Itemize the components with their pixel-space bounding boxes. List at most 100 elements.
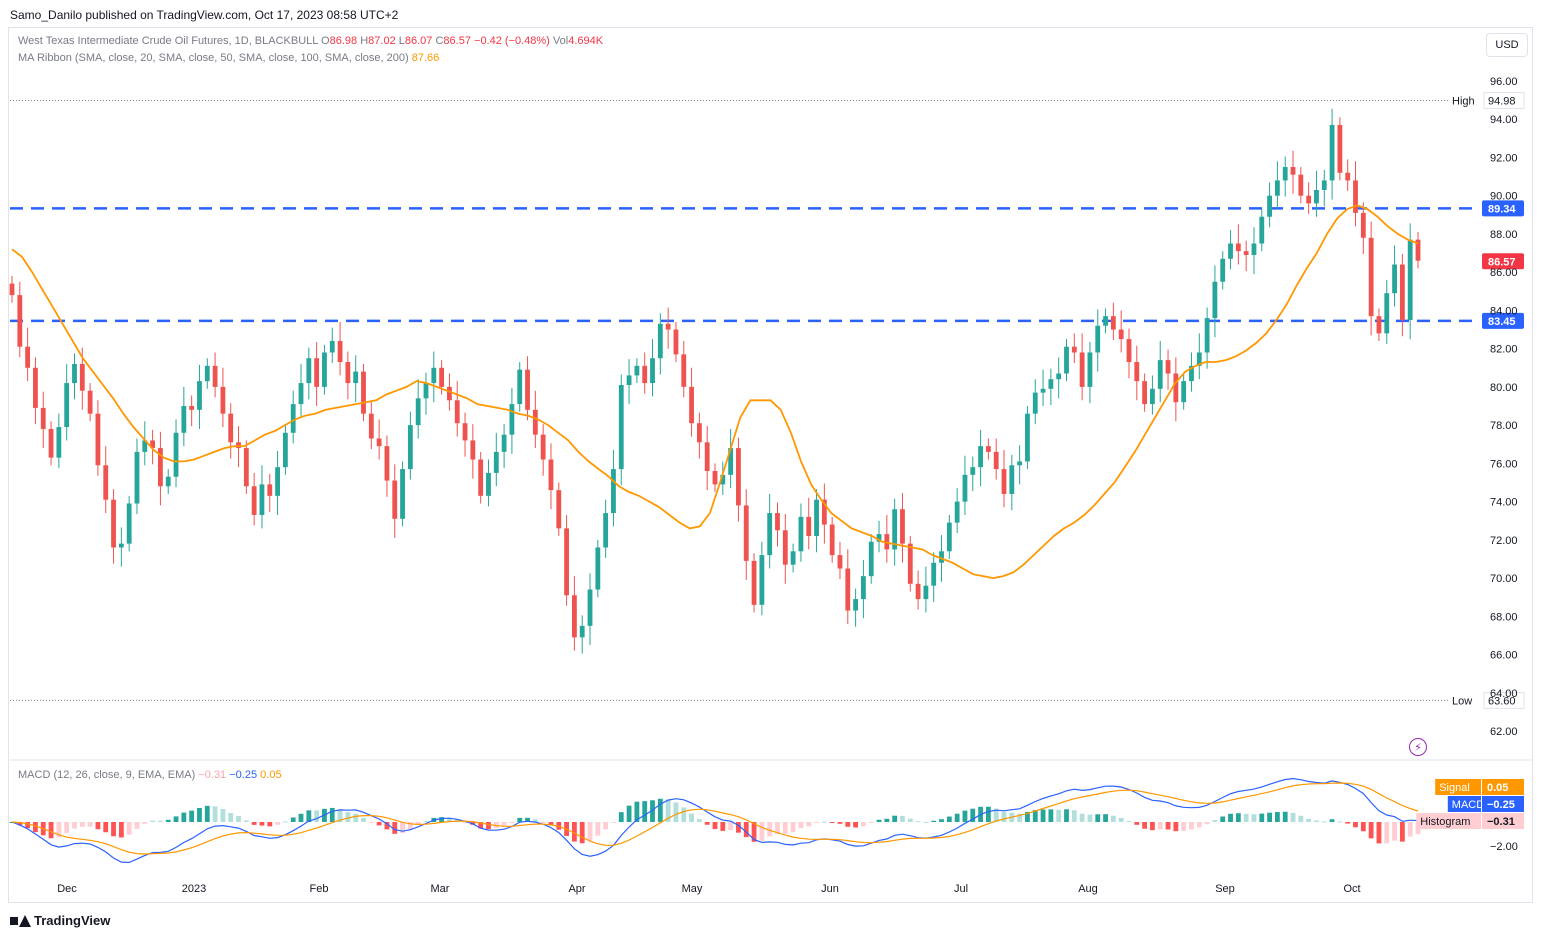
- macd-histogram-bar: [1345, 822, 1351, 824]
- candle-down: [1345, 172, 1351, 181]
- y-tick-label: 76.00: [1490, 458, 1518, 470]
- macd-histogram-bar: [1189, 822, 1194, 830]
- macd-histogram-bar: [79, 822, 85, 827]
- candle-up: [1025, 413, 1030, 462]
- candle-down: [79, 363, 85, 391]
- y-tick-label: 72.00: [1490, 535, 1518, 547]
- macd-histogram-bar: [728, 822, 734, 831]
- macd-histogram-bar: [954, 813, 960, 822]
- ma-title: MA Ribbon (SMA, close, 20, SMA, close, 5…: [18, 52, 409, 64]
- candle-down: [689, 386, 694, 424]
- candle-up: [1212, 281, 1218, 319]
- macd-histogram-bar: [1407, 822, 1413, 837]
- lightning-icon[interactable]: ⚡: [1409, 738, 1427, 756]
- macd-histogram-bar: [1314, 820, 1319, 822]
- candle-up: [501, 434, 507, 452]
- macd-histogram-bar: [1376, 822, 1382, 844]
- macd-histogram-bar: [1134, 822, 1140, 825]
- candle-up: [431, 367, 437, 384]
- macd-histogram-bar: [868, 822, 874, 823]
- candle-up: [1282, 167, 1288, 181]
- candle-up: [353, 371, 359, 384]
- candle-up: [72, 363, 77, 384]
- macd-histogram-bar: [1399, 822, 1405, 842]
- candle-up: [509, 404, 515, 435]
- candle-up: [329, 341, 335, 353]
- macd-histogram-bar: [118, 822, 124, 838]
- candle-up: [486, 472, 491, 496]
- candle-up: [1087, 352, 1093, 387]
- candle-down: [665, 323, 671, 330]
- y-tick-label: 66.00: [1490, 650, 1518, 662]
- histogram-tag-label-bg: [1416, 813, 1481, 829]
- candle-up: [1150, 388, 1155, 405]
- macd-histogram-bar: [17, 822, 23, 826]
- last-price-value: 86.57: [1488, 256, 1516, 268]
- macd-histogram-bar: [1220, 816, 1226, 822]
- macd-histogram-bar: [798, 822, 804, 829]
- candle-down: [228, 413, 234, 443]
- candle-down: [376, 438, 382, 447]
- low-line-value: 63.60: [1488, 695, 1516, 707]
- candle-down: [361, 371, 366, 414]
- macd-histogram-bar: [1048, 809, 1054, 822]
- macd-histogram-bar: [1196, 822, 1202, 828]
- macd-histogram-bar: [1321, 821, 1327, 823]
- candle-up: [204, 365, 210, 382]
- candle-down: [1243, 251, 1249, 255]
- candle-down: [642, 365, 648, 384]
- macd-histogram-bar: [1079, 813, 1085, 822]
- y-tick-label: 88.00: [1490, 229, 1518, 241]
- macd-histogram-bar: [361, 817, 366, 822]
- candle-down: [548, 459, 554, 491]
- macd-histogram-bar: [1267, 812, 1272, 822]
- macd-histogram-bar: [587, 822, 593, 841]
- chart-frame[interactable]: [8, 27, 1533, 903]
- candle-up: [634, 365, 640, 376]
- footer-brand[interactable]: TradingView: [10, 913, 110, 928]
- candle-up: [939, 551, 944, 563]
- macd-histogram-bar: [1337, 821, 1343, 823]
- open-value: 86.98: [329, 35, 358, 47]
- macd-histogram-bar: [64, 822, 70, 834]
- macd-histogram-bar: [1001, 811, 1007, 822]
- macd-histogram-bar: [993, 808, 999, 822]
- ma-legend[interactable]: MA Ribbon (SMA, close, 20, SMA, close, 5…: [18, 52, 439, 64]
- macd-histogram-bar: [400, 822, 405, 834]
- macd-histogram-bar: [189, 810, 195, 822]
- candle-down: [95, 413, 101, 466]
- macd-histogram-bar: [220, 809, 226, 822]
- candle-up: [1259, 216, 1265, 244]
- macd-histogram-bar: [548, 822, 554, 826]
- macd-histogram-bar: [111, 822, 116, 837]
- macd-histogram-bar: [228, 812, 234, 822]
- macd-legend[interactable]: MACD (12, 26, close, 9, EMA, EMA) −0.31 …: [18, 769, 282, 781]
- macd-histogram-bar: [923, 821, 929, 823]
- candle-down: [1118, 329, 1124, 340]
- macd-histogram-bar: [267, 822, 273, 827]
- candle-down: [1126, 339, 1132, 363]
- macd-histogram-bar: [165, 819, 171, 822]
- candle-up: [728, 448, 734, 475]
- macd-histogram-bar: [665, 799, 671, 822]
- candle-up: [1329, 124, 1335, 181]
- candle-down: [1298, 174, 1304, 196]
- candle-up: [798, 516, 804, 552]
- candle-up: [720, 474, 726, 485]
- signal-tag-value: 0.05: [1487, 782, 1508, 794]
- macd-histogram-bar: [1095, 814, 1101, 822]
- macd-histogram-bar: [861, 822, 866, 827]
- macd-histogram-bar: [407, 822, 413, 830]
- candle-up: [790, 551, 796, 565]
- macd-histogram-bar: [634, 801, 640, 822]
- symbol-legend[interactable]: West Texas Intermediate Crude Oil Future…: [18, 35, 603, 47]
- candle-up: [1157, 360, 1163, 389]
- macd-histogram-bar: [900, 815, 905, 822]
- macd-histogram-bar: [743, 822, 749, 838]
- macd-histogram-bar: [353, 813, 359, 822]
- candle-up: [579, 625, 585, 638]
- macd-histogram-bar: [1103, 814, 1108, 822]
- currency-button[interactable]: USD: [1486, 33, 1528, 57]
- candle-up: [423, 383, 429, 399]
